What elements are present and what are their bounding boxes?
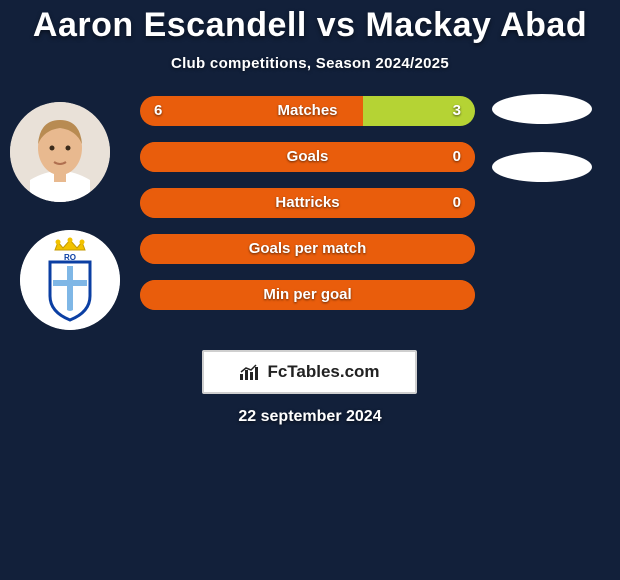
player-avatar	[10, 102, 110, 202]
bar-label: Hattricks	[140, 188, 475, 218]
date-text: 22 september 2024	[0, 408, 620, 426]
fctables-logo: FcTables.com	[202, 350, 417, 394]
player-face-icon	[10, 102, 110, 202]
bar-value-right: 3	[453, 96, 461, 126]
subtitle: Club competitions, Season 2024/2025	[0, 55, 620, 72]
stat-bar-min-per-goal: Min per goal	[140, 280, 475, 310]
club-badge-icon: RO	[20, 230, 120, 330]
right-oval-2	[492, 152, 592, 182]
stat-bar-hattricks: Hattricks0	[140, 188, 475, 218]
bar-label: Goals	[140, 142, 475, 172]
bar-value-right: 0	[453, 142, 461, 172]
stat-bar-goals-per-match: Goals per match	[140, 234, 475, 264]
chart-icon	[239, 363, 261, 381]
page-title: Aaron Escandell vs Mackay Abad	[0, 0, 620, 45]
club-badge: RO	[20, 230, 120, 330]
stat-bar-matches: Matches6 3	[140, 96, 475, 126]
right-oval-1	[492, 94, 592, 124]
stat-bar-goals: Goals0	[140, 142, 475, 172]
bar-value-left: 6	[154, 96, 162, 126]
bar-label: Matches	[140, 96, 475, 126]
stat-bars: Matches63Goals0Hattricks0Goals per match…	[140, 96, 475, 326]
bar-label: Goals per match	[140, 234, 475, 264]
fctables-logo-text: FcTables.com	[267, 362, 379, 382]
bar-label: Min per goal	[140, 280, 475, 310]
bar-value-right: 0	[453, 188, 461, 218]
